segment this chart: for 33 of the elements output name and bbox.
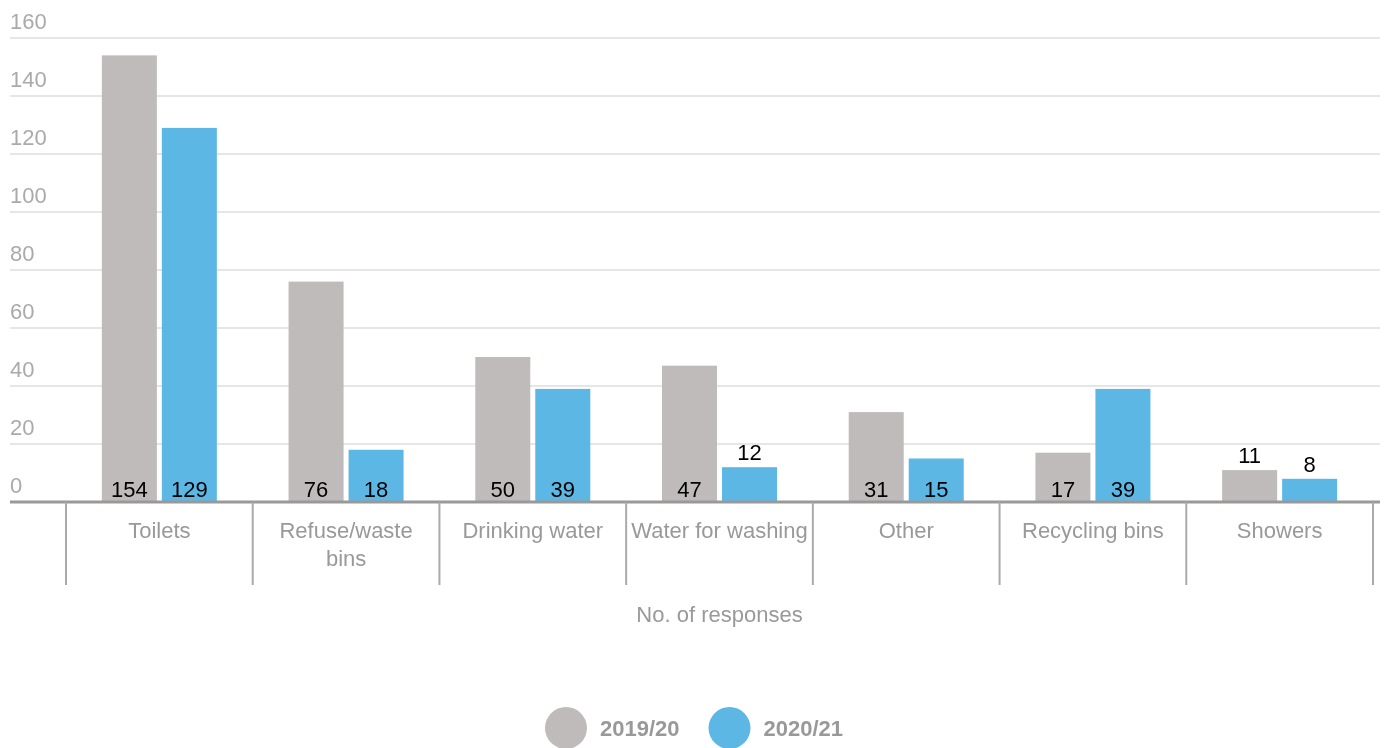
x-tick-label: Water for washing xyxy=(631,518,808,543)
y-tick-label: 20 xyxy=(10,415,35,440)
x-tick-label: Showers xyxy=(1236,518,1323,543)
data-label: 154 xyxy=(111,477,148,502)
data-label: 18 xyxy=(363,477,389,502)
data-label: 50 xyxy=(490,477,516,502)
legend-label: 2020/21 xyxy=(763,716,844,741)
x-tick-label: Other xyxy=(878,518,934,543)
data-label: 129 xyxy=(171,477,208,502)
data-label: 39 xyxy=(1110,477,1136,502)
data-label: 8 xyxy=(1303,451,1316,477)
data-label: 39 xyxy=(550,477,576,502)
y-tick-label: 40 xyxy=(10,357,35,382)
data-label: 11 xyxy=(1238,443,1262,469)
y-tick-label: 100 xyxy=(10,183,47,208)
y-tick-label: 140 xyxy=(10,67,47,92)
x-tick-label: Drinking water xyxy=(462,518,604,543)
y-tick-label: 0 xyxy=(10,473,23,498)
data-label: 12 xyxy=(737,440,762,466)
x-axis-title: No. of responses xyxy=(636,602,803,627)
data-label: 47 xyxy=(677,477,702,502)
x-tick-label: Refuse/waste bins xyxy=(279,518,413,571)
data-label: 31 xyxy=(863,477,889,502)
data-label: 15 xyxy=(923,477,949,502)
y-tick-label: 160 xyxy=(10,9,47,34)
data-label: 76 xyxy=(303,477,329,502)
x-tick-label: Recycling bins xyxy=(1022,518,1164,543)
y-tick-label: 120 xyxy=(10,125,47,150)
y-tick-label: 60 xyxy=(10,299,35,324)
legend-label: 2019/20 xyxy=(599,716,680,741)
x-tick-label: Toilets xyxy=(128,518,191,543)
data-label: 17 xyxy=(1050,477,1076,502)
y-tick-label: 80 xyxy=(10,241,35,266)
